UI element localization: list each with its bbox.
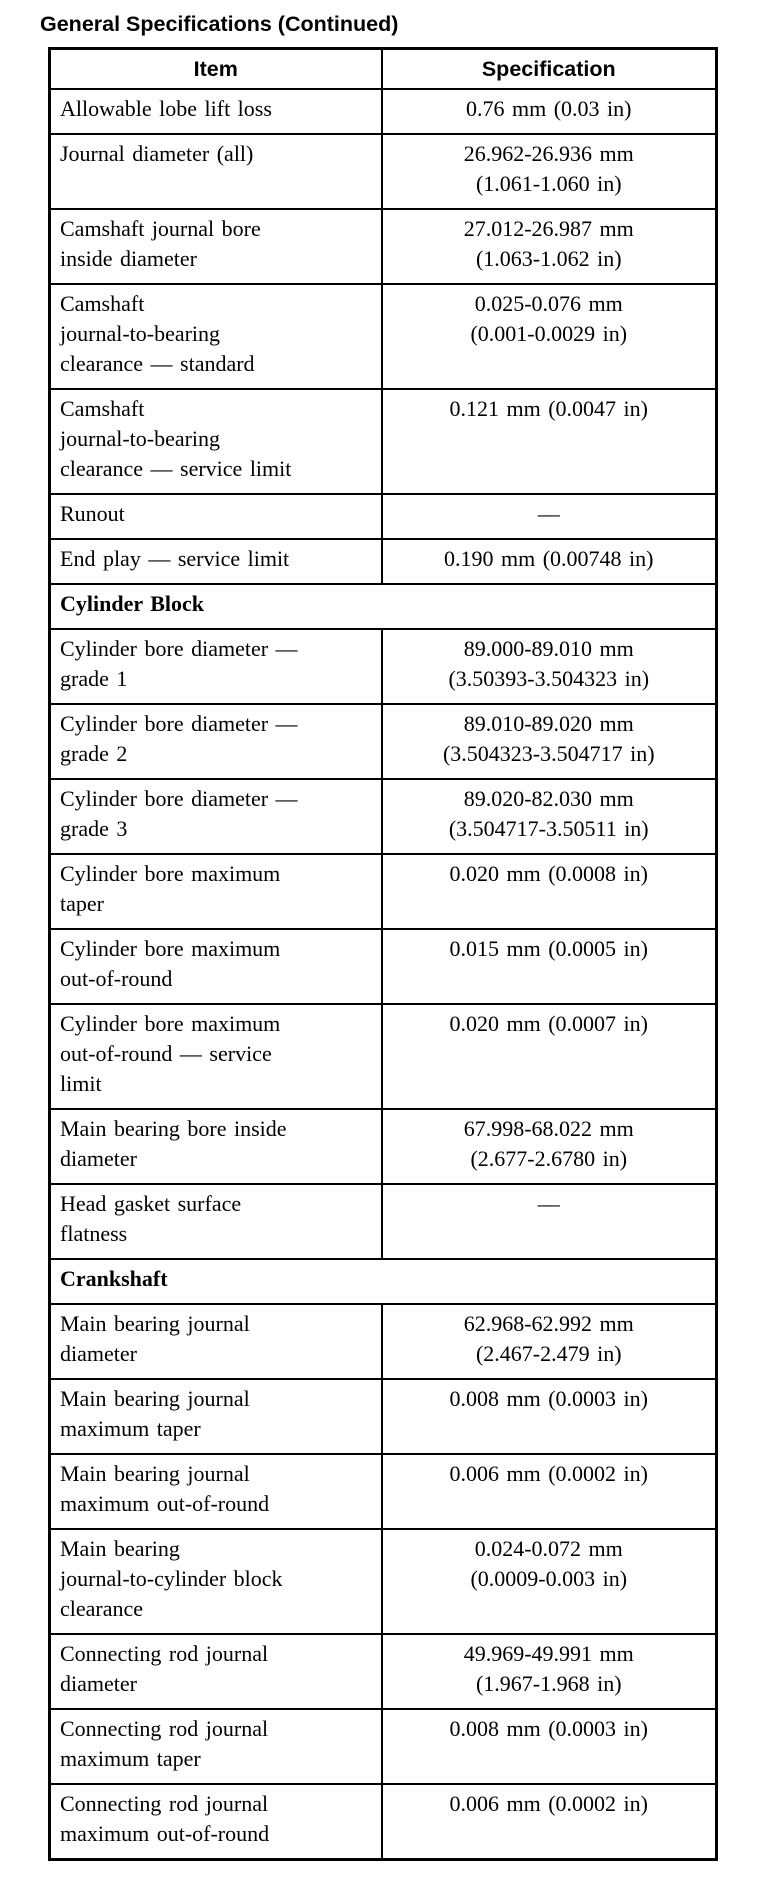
item-cell: Connecting rod journal diameter — [48, 1633, 383, 1710]
spec-cell: 89.020-82.030 mm (3.504717-3.50511 in) — [380, 778, 718, 855]
table-row: Cylinder bore maximum taper 0.020 mm (0.… — [48, 853, 718, 930]
table-row: Connecting rod journal diameter 49.969-4… — [48, 1633, 718, 1710]
table-row: Cylinder bore diameter — grade 1 89.000-… — [48, 628, 718, 705]
item-cell: Camshaft journal bore inside diameter — [48, 208, 383, 285]
table-row: Camshaft journal-to-bearing clearance — … — [48, 388, 718, 495]
item-cell: Main bearing journal diameter — [48, 1303, 383, 1380]
item-cell: End play — service limit — [48, 538, 383, 585]
item-cell: Cylinder bore diameter — grade 3 — [48, 778, 383, 855]
item-cell: Cylinder bore maximum taper — [48, 853, 383, 930]
spec-cell: — — [380, 493, 718, 540]
spec-cell: 89.000-89.010 mm (3.50393-3.504323 in) — [380, 628, 718, 705]
section-row: Cylinder Block — [48, 583, 718, 630]
table-row: Main bearing journal-to-cylinder block c… — [48, 1528, 718, 1635]
spec-cell: 0.025-0.076 mm (0.001-0.0029 in) — [380, 283, 718, 390]
item-cell: Main bearing journal maximum out-of-roun… — [48, 1453, 383, 1530]
item-cell: Allowable lobe lift loss — [48, 88, 383, 135]
item-cell: Main bearing bore inside diameter — [48, 1108, 383, 1185]
spec-cell: 49.969-49.991 mm (1.967-1.968 in) — [380, 1633, 718, 1710]
table-row: Cylinder bore diameter — grade 3 89.020-… — [48, 778, 718, 855]
table-row: Main bearing journal maximum taper 0.008… — [48, 1378, 718, 1455]
spec-cell: 0.006 mm (0.0002 in) — [380, 1453, 718, 1530]
spec-cell: 0.121 mm (0.0047 in) — [380, 388, 718, 495]
item-cell: Cylinder bore diameter — grade 1 — [48, 628, 383, 705]
item-cell: Camshaft journal-to-bearing clearance — … — [48, 283, 383, 390]
section-row: Crankshaft — [48, 1258, 718, 1305]
page-title: General Specifications (Continued) — [40, 12, 399, 36]
item-cell: Main bearing journal-to-cylinder block c… — [48, 1528, 383, 1635]
item-cell: Camshaft journal-to-bearing clearance — … — [48, 388, 383, 495]
item-cell: Runout — [48, 493, 383, 540]
table-row: Cylinder bore maximum out-of-round 0.015… — [48, 928, 718, 1005]
section-header-cell: Cylinder Block — [48, 583, 718, 630]
table-row: Allowable lobe lift loss 0.76 mm (0.03 i… — [48, 88, 718, 135]
spec-cell: 89.010-89.020 mm (3.504323-3.504717 in) — [380, 703, 718, 780]
item-cell: Main bearing journal maximum taper — [48, 1378, 383, 1455]
table-row: Main bearing journal diameter 62.968-62.… — [48, 1303, 718, 1380]
item-cell: Connecting rod journal maximum out-of-ro… — [48, 1783, 383, 1861]
table-row: Journal diameter (all) 26.962-26.936 mm … — [48, 133, 718, 210]
table-row: End play — service limit 0.190 mm (0.007… — [48, 538, 718, 585]
item-cell: Cylinder bore diameter — grade 2 — [48, 703, 383, 780]
table-row: Camshaft journal-to-bearing clearance — … — [48, 283, 718, 390]
table-row: Main bearing journal maximum out-of-roun… — [48, 1453, 718, 1530]
header-row: Item Specification — [48, 47, 718, 90]
table-row: Runout — — [48, 493, 718, 540]
spec-cell: 0.024-0.072 mm (0.0009-0.003 in) — [380, 1528, 718, 1635]
specifications-table: Item Specification Allowable lobe lift l… — [48, 47, 718, 1861]
table-row: Connecting rod journal maximum taper 0.0… — [48, 1708, 718, 1785]
spec-cell: 27.012-26.987 mm (1.063-1.062 in) — [380, 208, 718, 285]
spec-cell: 0.008 mm (0.0003 in) — [380, 1708, 718, 1785]
table-row: Camshaft journal bore inside diameter 27… — [48, 208, 718, 285]
table-row: Head gasket surface flatness — — [48, 1183, 718, 1260]
table-row: Cylinder bore maximum out-of-round — ser… — [48, 1003, 718, 1110]
item-cell: Cylinder bore maximum out-of-round — ser… — [48, 1003, 383, 1110]
spec-cell: 0.020 mm (0.0008 in) — [380, 853, 718, 930]
spec-cell: 0.020 mm (0.0007 in) — [380, 1003, 718, 1110]
item-cell: Journal diameter (all) — [48, 133, 383, 210]
spec-cell: 0.76 mm (0.03 in) — [380, 88, 718, 135]
spec-cell: 67.998-68.022 mm (2.677-2.6780 in) — [380, 1108, 718, 1185]
spec-cell: 0.008 mm (0.0003 in) — [380, 1378, 718, 1455]
table-row: Cylinder bore diameter — grade 2 89.010-… — [48, 703, 718, 780]
table-row: Connecting rod journal maximum out-of-ro… — [48, 1783, 718, 1861]
column-header-specification: Specification — [380, 47, 718, 90]
item-cell: Connecting rod journal maximum taper — [48, 1708, 383, 1785]
spec-cell: 0.190 mm (0.00748 in) — [380, 538, 718, 585]
spec-cell: 0.015 mm (0.0005 in) — [380, 928, 718, 1005]
spec-cell: — — [380, 1183, 718, 1260]
spec-cell: 26.962-26.936 mm (1.061-1.060 in) — [380, 133, 718, 210]
column-header-item: Item — [48, 47, 383, 90]
spec-cell: 0.006 mm (0.0002 in) — [380, 1783, 718, 1861]
table-row: Main bearing bore inside diameter 67.998… — [48, 1108, 718, 1185]
section-header-cell: Crankshaft — [48, 1258, 718, 1305]
spec-cell: 62.968-62.992 mm (2.467-2.479 in) — [380, 1303, 718, 1380]
item-cell: Cylinder bore maximum out-of-round — [48, 928, 383, 1005]
item-cell: Head gasket surface flatness — [48, 1183, 383, 1260]
